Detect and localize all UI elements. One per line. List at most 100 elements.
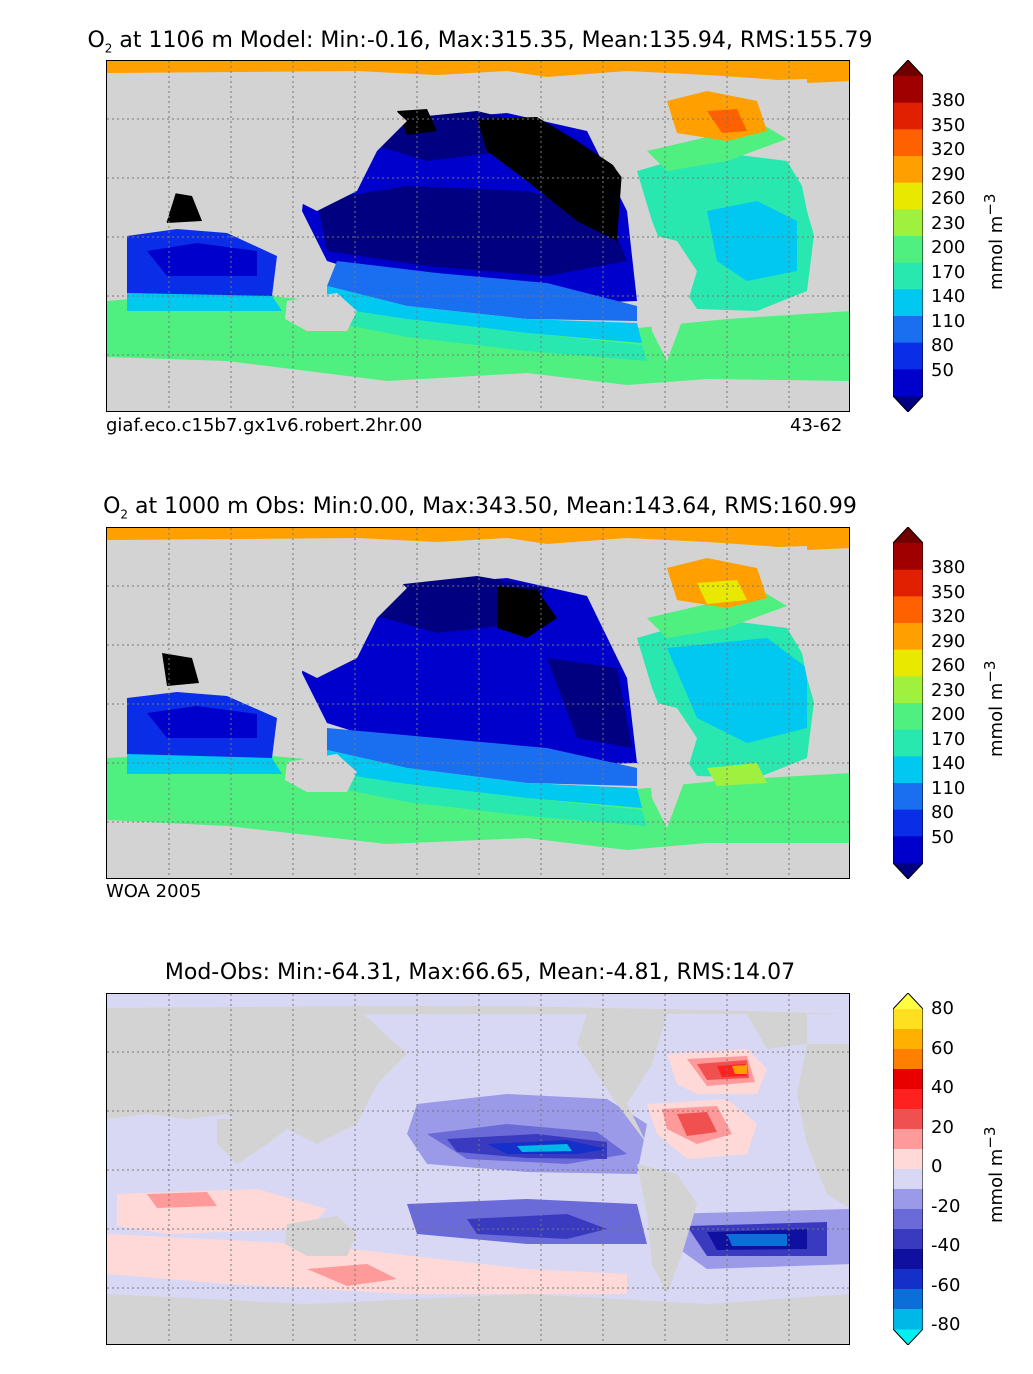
panel-1-title-rest: at 1106 m Model: Min:-0.16, Max:315.35, … bbox=[112, 28, 873, 53]
colorbar-tick-label: 290 bbox=[931, 630, 966, 652]
panel-1-title: O2 at 1106 m Model: Min:-0.16, Max:315.3… bbox=[0, 28, 960, 55]
colorbar-tick-label: 140 bbox=[931, 286, 966, 307]
colorbar-tick-label: 40 bbox=[931, 1077, 954, 1098]
colorbar-swatch bbox=[893, 703, 923, 731]
colorbar-tick-label: 320 bbox=[931, 606, 966, 627]
colorbar-tick-label: 200 bbox=[931, 704, 966, 725]
colorbar-swatch bbox=[893, 209, 923, 237]
colorbar-tick-label: 80 bbox=[931, 802, 954, 823]
colorbar-swatch bbox=[893, 289, 923, 317]
colorbar-tick-label: 200 bbox=[931, 237, 966, 258]
colorbar-tick-label: 290 bbox=[931, 163, 966, 185]
colorbar-swatch bbox=[893, 676, 923, 704]
colorbar-tick-label: 80 bbox=[931, 335, 954, 356]
colorbar-swatch bbox=[893, 129, 923, 157]
panel-1-colorbar-svg bbox=[893, 60, 923, 412]
colorbar-tick-label: 260 bbox=[931, 655, 966, 676]
panel-2-title: O2 at 1000 m Obs: Min:0.00, Max:343.50, … bbox=[0, 494, 960, 521]
colorbar-swatch bbox=[893, 649, 923, 677]
colorbar-tick-label: 110 bbox=[931, 777, 966, 799]
panel-1-caption-left: giaf.eco.c15b7.gx1v6.robert.2hr.00 bbox=[106, 415, 423, 436]
colorbar-tick-label: 170 bbox=[931, 728, 966, 750]
colorbar-swatch bbox=[893, 1249, 923, 1270]
panel-2-map-svg bbox=[107, 528, 849, 878]
colorbar-swatch bbox=[893, 596, 923, 624]
colorbar-extend-max bbox=[893, 527, 923, 543]
colorbar-tick-label: 380 bbox=[931, 90, 966, 111]
colorbar-swatch bbox=[893, 1069, 923, 1090]
panel-2-caption-left: WOA 2005 bbox=[106, 881, 202, 902]
colorbar-tick-label: 20 bbox=[931, 1116, 954, 1138]
colorbar-swatch bbox=[893, 1289, 923, 1310]
colorbar-swatch bbox=[893, 1309, 923, 1330]
panel-2-map bbox=[106, 527, 850, 879]
panel-3-title: Mod-Obs: Min:-64.31, Max:66.65, Mean:-4.… bbox=[0, 960, 960, 985]
panel-1-title-sub: 2 bbox=[104, 41, 113, 56]
colorbar-swatch bbox=[893, 1129, 923, 1150]
panel-1-map bbox=[106, 60, 850, 412]
colorbar-swatch bbox=[893, 836, 923, 864]
colorbar-swatch bbox=[893, 236, 923, 264]
panel-1-colorbar-unit: mmol m−3 bbox=[981, 193, 1007, 290]
colorbar-tick-label: 110 bbox=[931, 310, 966, 332]
colorbar-tick-label: 140 bbox=[931, 753, 966, 774]
colorbar-swatch bbox=[893, 1269, 923, 1290]
colorbar-swatch bbox=[893, 1109, 923, 1130]
panel-3-colorbar-unit: mmol m−3 bbox=[981, 1126, 1007, 1223]
colorbar-swatch bbox=[893, 809, 923, 837]
panel-1-map-svg bbox=[107, 61, 849, 411]
colorbar-swatch bbox=[893, 1089, 923, 1110]
colorbar-swatch bbox=[893, 369, 923, 397]
colorbar-tick-label: 230 bbox=[931, 212, 966, 234]
colorbar-tick-label: -60 bbox=[931, 1274, 961, 1296]
colorbar-tick-label: 230 bbox=[931, 679, 966, 701]
colorbar-swatch bbox=[893, 1009, 923, 1030]
colorbar-tick-label: 380 bbox=[931, 557, 966, 578]
colorbar-tick-label: 170 bbox=[931, 261, 966, 283]
panel-1-caption-right: 43-62 bbox=[790, 415, 843, 436]
colorbar-tick-label: 0 bbox=[931, 1156, 943, 1177]
colorbar-swatch bbox=[893, 1229, 923, 1250]
colorbar-tick-label: 350 bbox=[931, 581, 966, 603]
panel-2-colorbar-unit: mmol m−3 bbox=[981, 660, 1007, 757]
colorbar-extend-min bbox=[893, 863, 923, 879]
colorbar-swatch bbox=[893, 569, 923, 597]
colorbar-swatch bbox=[893, 1189, 923, 1210]
colorbar-swatch bbox=[893, 729, 923, 757]
colorbar-extend-max bbox=[893, 60, 923, 76]
colorbar-swatch bbox=[893, 1169, 923, 1190]
colorbar-extend-max bbox=[893, 993, 923, 1009]
colorbar-tick-label: 350 bbox=[931, 114, 966, 136]
panel-3-colorbar-svg bbox=[893, 993, 923, 1345]
colorbar-swatch bbox=[893, 1029, 923, 1050]
panel-3-colorbar: 80 60 40 20 0 -20 -40 -60 -80 mmol m−3 bbox=[893, 993, 1023, 1345]
panel-3-map bbox=[106, 993, 850, 1345]
colorbar-tick-label: 60 bbox=[931, 1037, 954, 1059]
panel-2-title-sub: 2 bbox=[120, 507, 129, 522]
colorbar-swatch bbox=[893, 182, 923, 210]
colorbar-extend-min bbox=[893, 396, 923, 412]
colorbar-swatch bbox=[893, 623, 923, 651]
colorbar-tick-label: 50 bbox=[931, 359, 954, 381]
panel-1-colorbar: 380 350 320 290 260 230 200 170 140 110 80 50 mmol … bbox=[893, 60, 1023, 412]
colorbar-swatch bbox=[893, 1049, 923, 1070]
colorbar-swatch bbox=[893, 76, 923, 104]
colorbar-tick-label: 260 bbox=[931, 188, 966, 209]
colorbar-swatch bbox=[893, 543, 923, 571]
panel-2-title-rest: at 1000 m Obs: Min:0.00, Max:343.50, Mea… bbox=[128, 494, 857, 519]
colorbar-tick-label: 50 bbox=[931, 826, 954, 848]
colorbar-swatch bbox=[893, 1209, 923, 1230]
colorbar-extend-min bbox=[893, 1329, 923, 1345]
panel-3-map-svg bbox=[107, 994, 849, 1344]
colorbar-swatch bbox=[893, 102, 923, 130]
panel-1-title-prefix: O bbox=[87, 28, 105, 53]
colorbar-swatch bbox=[893, 156, 923, 184]
colorbar-tick-label: -80 bbox=[931, 1314, 961, 1335]
colorbar-swatch bbox=[893, 262, 923, 290]
colorbar-tick-label: -40 bbox=[931, 1235, 961, 1256]
colorbar-tick-label: 320 bbox=[931, 139, 966, 160]
colorbar-swatch bbox=[893, 783, 923, 811]
colorbar-tick-label: -20 bbox=[931, 1195, 961, 1217]
panel-2-colorbar: 380 350 320 290 260 230 200 170 140 110 80 50 mmol … bbox=[893, 527, 1023, 879]
colorbar-swatch bbox=[893, 342, 923, 370]
